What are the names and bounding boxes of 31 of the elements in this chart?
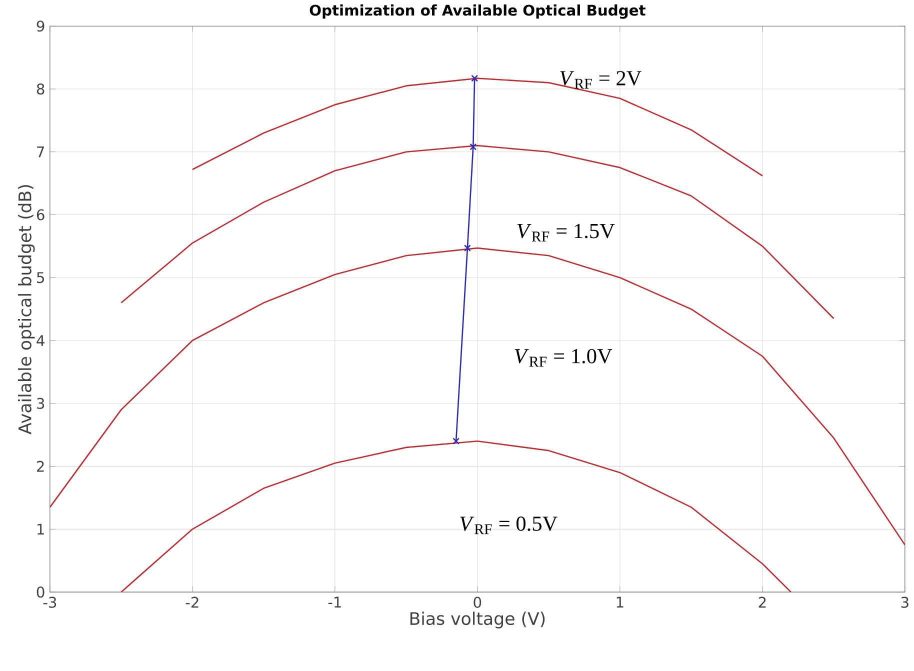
y-tick-label: 5 [37,272,44,284]
x-tick-label: 2 [758,596,766,608]
x-tick-label: -2 [186,596,198,608]
chart-title: Optimization of Available Optical Budget [310,4,646,19]
annotation: V$_{RF}$ = 1.5V [517,224,615,242]
x-tick-label: -1 [328,596,341,608]
y-tick-label: 9 [36,20,44,32]
y-axis-title: Available optical budget (dB) [18,185,35,434]
y-tick-label: 6 [36,209,44,220]
x-tick-label: 0 [474,596,482,608]
y-tick-label: 2 [36,461,44,472]
point [470,144,477,150]
annotation: V$_{RF}$ = 2V [560,71,642,89]
x-tick-label: 1 [616,596,624,608]
point [464,244,471,252]
x-tick-label: -3 [43,596,56,608]
y-tick-label: 8 [36,84,44,95]
y-tick-label: 1 [38,524,44,535]
annotation: V$_{RF}$ = 0.5V [460,516,558,534]
x-tick-label: 3 [901,596,908,608]
line-series [50,248,905,546]
y-tick-label: 0 [36,586,44,598]
annotation: V$_{RF}$ = 1.0V [514,349,612,367]
line-series [120,145,834,320]
y-tick-label: 7 [37,146,44,158]
x-axis-title: Bias voltage (V) [410,612,545,629]
point [471,74,478,82]
point [452,438,460,445]
line-series [120,440,792,592]
y-tick-label: 3 [37,398,44,410]
y-tick-label: 4 [36,335,44,346]
